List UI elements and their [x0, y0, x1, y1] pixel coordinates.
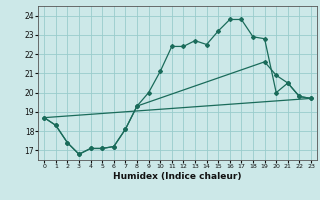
X-axis label: Humidex (Indice chaleur): Humidex (Indice chaleur): [113, 172, 242, 181]
